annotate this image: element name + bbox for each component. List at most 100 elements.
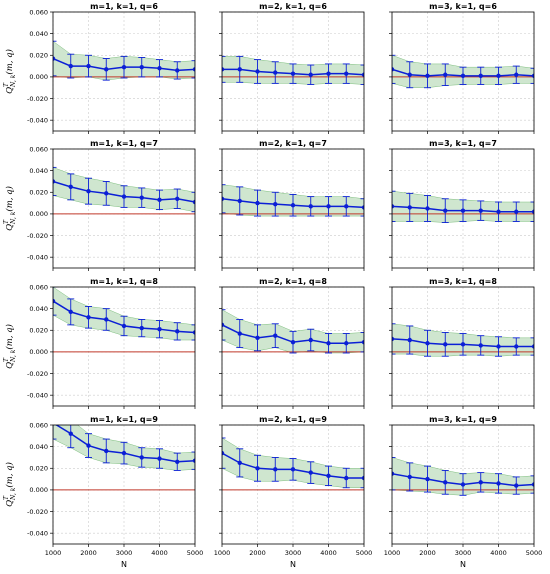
plot-area: [392, 190, 534, 224]
data-point: [175, 329, 180, 334]
data-point: [86, 63, 91, 69]
data-point: [121, 194, 127, 199]
data-point: [86, 315, 91, 320]
x-tick-label: 2000: [419, 549, 436, 557]
y-tick-label: 0.000: [29, 73, 48, 81]
panel-title: m=3, k=1, q=8: [429, 277, 497, 286]
data-point: [361, 339, 364, 345]
data-point: [344, 341, 349, 346]
data-point: [255, 69, 260, 74]
chart-panel: m=2, k=1, q=7: [219, 139, 365, 271]
data-point: [139, 325, 144, 331]
y-tick-label: 0.060: [29, 421, 48, 429]
data-point: [273, 201, 278, 207]
plot-area: [53, 287, 195, 353]
data-point: [255, 466, 260, 471]
data-point: [460, 482, 466, 487]
data-point: [139, 64, 144, 70]
chart-panel: 1000 2000 3000 4000 5000 m=3, k=1, q=9 N: [384, 415, 543, 569]
data-point: [53, 298, 56, 304]
data-point: [290, 339, 296, 345]
panel-title: m=2, k=1, q=9: [259, 415, 327, 424]
x-tick-label: 1000: [384, 549, 401, 557]
data-point: [68, 431, 73, 436]
data-point: [290, 203, 296, 208]
data-point: [344, 475, 349, 481]
data-point: [175, 196, 180, 201]
data-point: [222, 322, 225, 328]
data-point: [496, 209, 501, 214]
chart-panel: -0.040 -0.020 0.000 0.020 0.040 0.060 1000 2000…: [3, 415, 203, 569]
panel-title: m=2, k=1, q=6: [259, 2, 327, 11]
data-point: [531, 209, 534, 214]
data-point: [86, 443, 91, 448]
chart-panel: -0.040 -0.020 0.000 0.020 0.040 0.060 m=1, k=1…: [3, 277, 196, 409]
data-point: [443, 480, 448, 485]
chart-panel: m=3, k=1, q=7: [389, 139, 535, 271]
y-tick-label: 0.020: [29, 189, 48, 197]
data-point: [255, 200, 260, 206]
y-tick-label: 0.020: [29, 327, 48, 335]
x-tick-label: 4000: [320, 549, 337, 557]
x-tick-label: 5000: [356, 549, 373, 557]
data-point: [237, 198, 242, 204]
data-point: [53, 56, 56, 61]
y-tick-label: -0.040: [27, 116, 48, 124]
data-point: [308, 72, 313, 77]
y-tick-label: 0.040: [29, 167, 48, 175]
data-point: [407, 72, 412, 77]
data-point: [460, 73, 466, 79]
data-point: [392, 471, 395, 476]
data-point: [273, 333, 278, 338]
data-point: [222, 196, 225, 201]
x-tick-label: 5000: [526, 549, 543, 557]
data-point: [514, 72, 519, 77]
data-point: [121, 450, 127, 456]
data-point: [222, 450, 225, 456]
plot-area: [53, 40, 195, 81]
y-tick-label: 0.020: [29, 52, 48, 60]
data-point: [255, 335, 260, 341]
data-point: [308, 470, 313, 475]
data-point: [407, 474, 412, 480]
data-point: [237, 460, 242, 466]
chart-panel: -0.040 -0.020 0.000 0.020 0.040 0.060 m=1, k=1…: [3, 2, 196, 134]
panel-title: m=2, k=1, q=7: [259, 139, 327, 148]
data-point: [425, 206, 430, 211]
data-point: [104, 67, 109, 72]
data-point: [308, 337, 313, 343]
data-point: [514, 209, 519, 214]
panel-title: m=1, k=1, q=6: [90, 2, 158, 11]
data-point: [361, 475, 364, 481]
y-axis-label: QTN, k(m, q): [3, 462, 17, 507]
plot-area: [222, 184, 364, 217]
plot-area: [222, 309, 364, 354]
data-point: [425, 476, 430, 482]
data-point: [175, 459, 180, 464]
y-tick-label: 0.060: [29, 145, 48, 153]
data-point: [496, 481, 501, 486]
x-tick-label: 3000: [116, 549, 133, 557]
data-point: [104, 448, 109, 454]
panel-title: m=3, k=1, q=7: [429, 139, 497, 148]
data-point: [496, 344, 501, 349]
data-point: [392, 67, 395, 72]
y-tick-label: 0.060: [29, 283, 48, 291]
data-point: [531, 73, 534, 79]
data-point: [326, 204, 331, 209]
plot-area: [392, 54, 534, 89]
y-tick-label: 0.000: [29, 348, 48, 356]
y-tick-label: -0.020: [27, 508, 48, 516]
data-point: [68, 309, 73, 315]
data-point: [514, 344, 519, 349]
data-point: [222, 67, 225, 72]
data-point: [407, 205, 412, 210]
x-tick-label: 2000: [249, 549, 266, 557]
data-point: [443, 208, 448, 213]
data-point: [460, 342, 466, 347]
data-point: [425, 73, 430, 79]
data-point: [326, 473, 331, 479]
plot-area: [392, 323, 534, 357]
data-point: [139, 195, 144, 200]
data-point: [478, 73, 483, 79]
